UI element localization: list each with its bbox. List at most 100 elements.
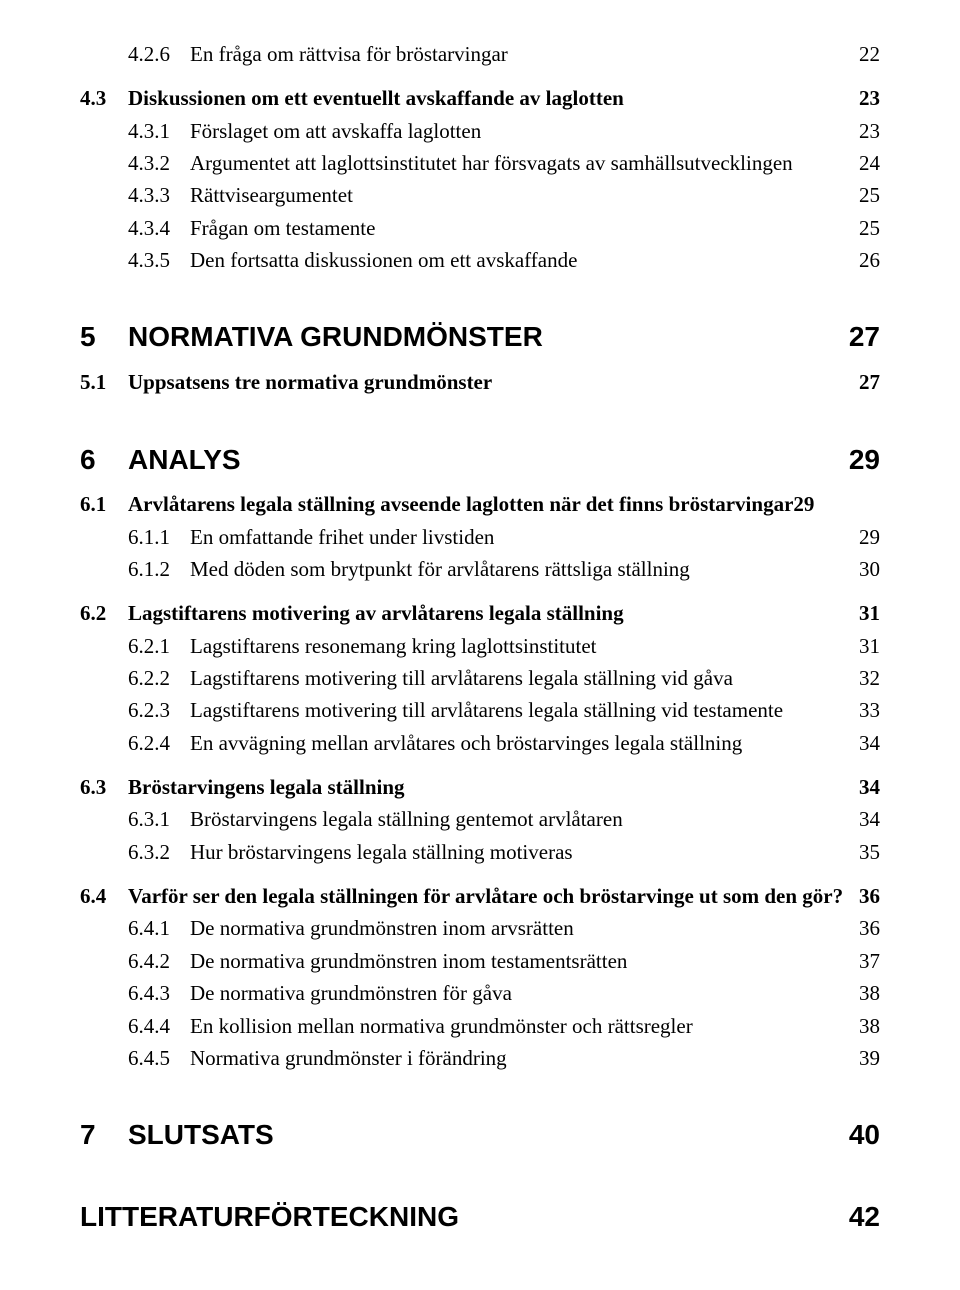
toc-entry-page: 25 <box>849 181 880 209</box>
toc-entry: 6.1.2Med döden som brytpunkt för arvlåta… <box>80 555 880 583</box>
toc-entry-title: Med döden som brytpunkt för arvlåtarens … <box>190 555 849 583</box>
toc-entry-title: Bröstarvingens legala ställning <box>128 773 849 801</box>
toc-entry: 6.3.1Bröstarvingens legala ställning gen… <box>80 805 880 833</box>
toc-entry: LITTERATURFÖRTECKNING42 <box>80 1198 880 1236</box>
toc-entry-title: Bröstarvingens legala ställning gentemot… <box>190 805 849 833</box>
toc-entry: 4.3.3Rättviseargumentet25 <box>80 181 880 209</box>
toc-entry-title: Arvlåtarens legala ställning avseende la… <box>128 490 793 518</box>
toc-entry-title: Varför ser den legala ställningen för ar… <box>128 882 849 910</box>
toc-entry-title: En fråga om rättvisa för bröstarvingar <box>190 40 849 68</box>
toc-entry: 5.1Uppsatsens tre normativa grundmönster… <box>80 368 880 396</box>
toc-entry-number: 6.1.2 <box>128 555 190 583</box>
toc-entry-title: ANALYS <box>128 441 839 479</box>
toc-entry-number: 6.2.2 <box>128 664 190 692</box>
toc-entry-page: 29 <box>793 490 814 518</box>
toc-entry-number: 6.2.1 <box>128 632 190 660</box>
toc-entry-title: En kollision mellan normativa grundmönst… <box>190 1012 849 1040</box>
toc-entry: 6.2.4En avvägning mellan arvlåtares och … <box>80 729 880 757</box>
toc-entry: 4.3Diskussionen om ett eventuellt avskaf… <box>80 84 880 112</box>
toc-entry: 6.2Lagstiftarens motivering av arvlåtare… <box>80 599 880 627</box>
toc-entry-title: Diskussionen om ett eventuellt avskaffan… <box>128 84 849 112</box>
toc-entry-number: 6.4.3 <box>128 979 190 1007</box>
toc-entry-number: 4.3 <box>80 84 128 112</box>
toc-entry-page: 36 <box>849 882 880 910</box>
toc-entry-title: Den fortsatta diskussionen om ett avskaf… <box>190 246 849 274</box>
toc-entry-number: 4.3.5 <box>128 246 190 274</box>
toc-entry-number: 6.3.1 <box>128 805 190 833</box>
toc-entry-page: 33 <box>849 696 880 724</box>
toc-page: 4.2.6En fråga om rättvisa för bröstarvin… <box>0 0 960 1290</box>
toc-entry: 7SLUTSATS40 <box>80 1116 880 1154</box>
toc-entry: 6ANALYS29 <box>80 441 880 479</box>
toc-entry-number: 6.2.4 <box>128 729 190 757</box>
toc-entry-title: SLUTSATS <box>128 1116 839 1154</box>
toc-entry: 4.3.4Frågan om testamente25 <box>80 214 880 242</box>
toc-entry-page: 30 <box>849 555 880 583</box>
toc-entry: 6.1Arvlåtarens legala ställning avseende… <box>80 490 880 518</box>
toc-entry: 6.4Varför ser den legala ställningen för… <box>80 882 880 910</box>
toc-entry-title: LITTERATURFÖRTECKNING <box>80 1198 839 1236</box>
toc-entry-number: 5.1 <box>80 368 128 396</box>
toc-entry-number: 5 <box>80 318 128 356</box>
toc-entry-page: 32 <box>849 664 880 692</box>
toc-entry-title: De normativa grundmönstren inom testamen… <box>190 947 849 975</box>
toc-entry-number: 6.4 <box>80 882 128 910</box>
toc-entry-page: 34 <box>849 805 880 833</box>
toc-entry: 6.4.4En kollision mellan normativa grund… <box>80 1012 880 1040</box>
toc-entry-number: 4.3.2 <box>128 149 190 177</box>
toc-entry-title: Uppsatsens tre normativa grundmönster <box>128 368 849 396</box>
toc-entry-number: 6.4.5 <box>128 1044 190 1072</box>
toc-entry-number: 6.3.2 <box>128 838 190 866</box>
toc-entry: 6.4.1De normativa grundmönstren inom arv… <box>80 914 880 942</box>
toc-entry-title: Förslaget om att avskaffa laglotten <box>190 117 849 145</box>
toc-entry-page: 29 <box>849 523 880 551</box>
toc-entry-title: Lagstiftarens resonemang kring laglottsi… <box>190 632 849 660</box>
toc-entry-page: 22 <box>849 40 880 68</box>
toc-entry-page: 38 <box>849 1012 880 1040</box>
toc-entry-page: 26 <box>849 246 880 274</box>
toc-entry-title: Lagstiftarens motivering till arvlåtaren… <box>190 664 849 692</box>
toc-entry-page: 36 <box>849 914 880 942</box>
toc-entry-number: 6.3 <box>80 773 128 801</box>
toc-entry: 6.3.2Hur bröstarvingens legala ställning… <box>80 838 880 866</box>
toc-entry-title: En omfattande frihet under livstiden <box>190 523 849 551</box>
toc-entry-number: 4.3.3 <box>128 181 190 209</box>
toc-entry: 6.4.3De normativa grundmönstren för gåva… <box>80 979 880 1007</box>
toc-entry-title: Frågan om testamente <box>190 214 849 242</box>
toc-entry: 6.3Bröstarvingens legala ställning34 <box>80 773 880 801</box>
toc-entry-number: 6.4.4 <box>128 1012 190 1040</box>
toc-entry-number: 6.4.1 <box>128 914 190 942</box>
toc-entry-page: 38 <box>849 979 880 1007</box>
toc-entry-number: 6.2.3 <box>128 696 190 724</box>
toc-entry-title: En avvägning mellan arvlåtares och bröst… <box>190 729 849 757</box>
toc-entry: 6.4.2De normativa grundmönstren inom tes… <box>80 947 880 975</box>
toc-entry-page: 23 <box>849 117 880 145</box>
toc-entry-page: 42 <box>839 1198 880 1236</box>
toc-entry: 4.3.1Förslaget om att avskaffa laglotten… <box>80 117 880 145</box>
toc-entry-number: 6.4.2 <box>128 947 190 975</box>
toc-entry-page: 27 <box>849 368 880 396</box>
toc-container: 4.2.6En fråga om rättvisa för bröstarvin… <box>80 40 880 1236</box>
toc-entry-number: 4.3.1 <box>128 117 190 145</box>
toc-entry-number: 6.2 <box>80 599 128 627</box>
toc-entry-title: Rättviseargumentet <box>190 181 849 209</box>
toc-entry-page: 39 <box>849 1044 880 1072</box>
toc-entry: 6.2.2Lagstiftarens motivering till arvlå… <box>80 664 880 692</box>
toc-entry-number: 6 <box>80 441 128 479</box>
toc-entry-page: 31 <box>849 599 880 627</box>
toc-entry-page: 35 <box>849 838 880 866</box>
toc-entry-page: 23 <box>849 84 880 112</box>
toc-entry: 6.1.1En omfattande frihet under livstide… <box>80 523 880 551</box>
toc-entry-page: 37 <box>849 947 880 975</box>
toc-entry: 6.2.1Lagstiftarens resonemang kring lagl… <box>80 632 880 660</box>
toc-entry-page: 34 <box>849 729 880 757</box>
toc-entry-number: 6.1 <box>80 490 128 518</box>
toc-entry-title: De normativa grundmönstren för gåva <box>190 979 849 1007</box>
toc-entry-page: 25 <box>849 214 880 242</box>
toc-entry-number: 7 <box>80 1116 128 1154</box>
toc-entry-title: De normativa grundmönstren inom arvsrätt… <box>190 914 849 942</box>
toc-entry-page: 27 <box>839 318 880 356</box>
toc-entry-page: 40 <box>839 1116 880 1154</box>
toc-entry-number: 4.2.6 <box>128 40 190 68</box>
toc-entry: 5NORMATIVA GRUNDMÖNSTER27 <box>80 318 880 356</box>
